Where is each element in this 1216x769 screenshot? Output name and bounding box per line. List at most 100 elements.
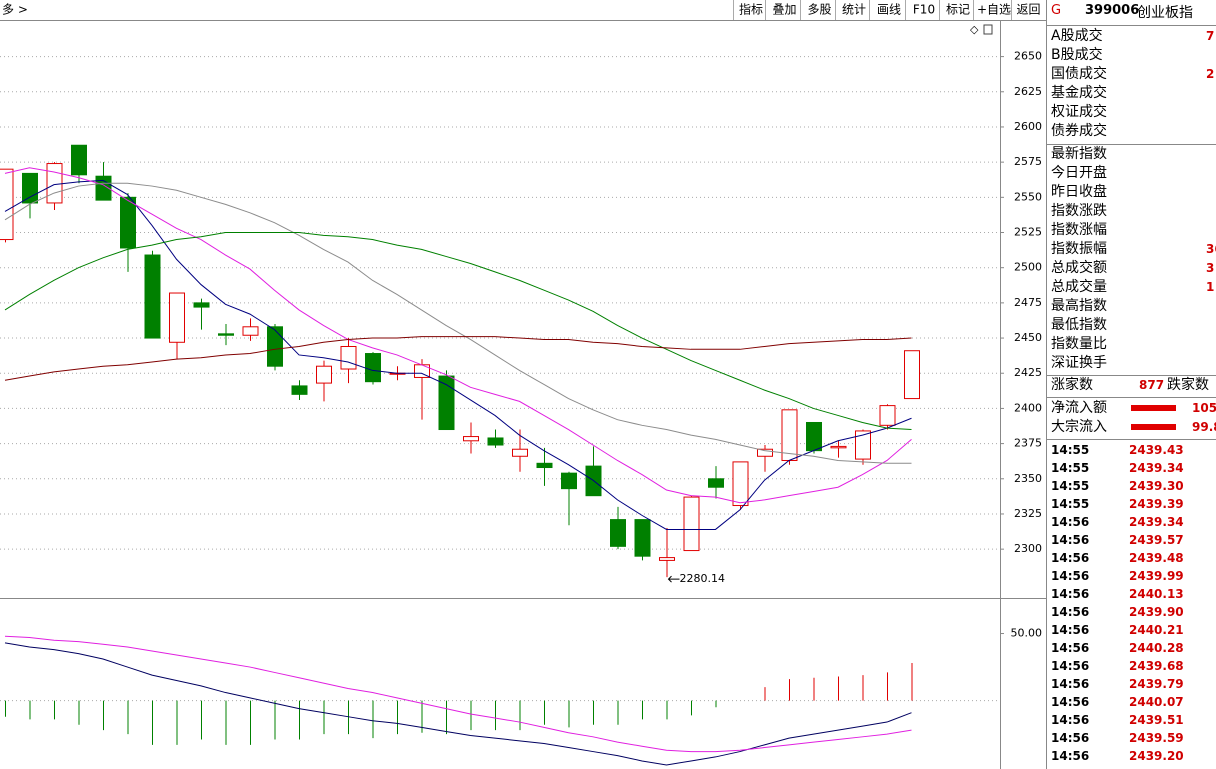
quote-row: 债券成交 [1051, 122, 1216, 141]
candle-body [267, 326, 283, 367]
quote-label: 深证换手 [1051, 355, 1107, 371]
quote-label: 指数振幅 [1051, 241, 1107, 257]
quote-row: 最低指数 [1051, 316, 1216, 335]
trade-price: 2440.21 [1129, 623, 1184, 637]
breadth-row: 涨家数 877 跌家数 [1051, 376, 1216, 395]
toolbar-button[interactable]: 叠加 [772, 3, 796, 17]
candle-body [855, 430, 871, 460]
quote-row: 指数振幅 36 [1051, 240, 1216, 259]
low-annotation: 2280.14 [680, 572, 726, 585]
quote-row: 今日开盘 [1051, 164, 1216, 183]
icon-diamond[interactable]: ◇ [970, 23, 979, 36]
candle-body [169, 292, 185, 343]
y-tick-label: 2575 [1014, 155, 1042, 168]
trade-time: 14:56 [1051, 659, 1090, 673]
quote-row: 指数量比 [1051, 335, 1216, 354]
trade-time: 14:56 [1051, 569, 1090, 583]
trade-price: 2439.99 [1129, 569, 1184, 583]
candle-body [193, 302, 210, 308]
y-tick-label: 2475 [1014, 296, 1042, 309]
candle-body [242, 326, 259, 336]
y-tick-label: 50.00 [1011, 627, 1043, 640]
toolbar-button[interactable]: F10 [913, 3, 935, 17]
candle-body [463, 436, 479, 442]
toolbar-button[interactable]: 标记 [946, 3, 970, 17]
y-tick-label: 2500 [1014, 261, 1042, 274]
trade-time: 14:56 [1051, 713, 1090, 727]
quote-label: 总成交量 [1051, 279, 1107, 295]
quote-label: 基金成交 [1051, 85, 1107, 101]
toolbar-button[interactable]: 指标 [739, 2, 763, 17]
nav-label[interactable]: 多 > [2, 3, 28, 17]
candle-body [0, 168, 14, 241]
trade-price: 2439.39 [1129, 497, 1184, 511]
y-tick-label: 2425 [1014, 366, 1042, 379]
trade-price: 2439.20 [1129, 749, 1184, 763]
quote-value: 2 [1206, 67, 1215, 81]
ma-line [4, 179, 912, 530]
toolbar-button[interactable]: 返回 [1016, 3, 1040, 17]
trade-time: 14:56 [1051, 515, 1090, 529]
separator [1047, 397, 1216, 398]
quote-value: 7 [1206, 29, 1215, 43]
ma-line [4, 232, 912, 431]
candle-body [904, 350, 920, 400]
flow-label: 大宗流入 [1051, 419, 1107, 435]
trade-time: 14:56 [1051, 749, 1090, 763]
flow-value: 99.8 [1192, 420, 1216, 434]
ma-line [4, 182, 912, 464]
trade-time: 14:56 [1051, 641, 1090, 655]
toolbar-button[interactable]: 画线 [877, 3, 901, 17]
ma-line [4, 167, 912, 504]
candle-body [438, 375, 455, 431]
quote-label: 总成交额 [1051, 260, 1107, 276]
candle-body [732, 461, 749, 507]
trade-price: 2439.34 [1129, 461, 1184, 475]
candle-body [830, 445, 847, 449]
candle-body [708, 478, 724, 488]
ma-line [4, 635, 912, 753]
candle-body [120, 196, 136, 249]
trade-time: 14:55 [1051, 461, 1090, 475]
icon-window[interactable] [983, 24, 993, 35]
quote-value: 3 [1206, 261, 1215, 275]
trade-price: 2439.43 [1129, 443, 1184, 457]
candle-body [683, 496, 700, 552]
quote-row: A股成交 7 [1051, 27, 1216, 46]
trade-price: 2439.59 [1129, 731, 1184, 745]
y-tick-label: 2375 [1014, 437, 1042, 450]
flow-bar [1131, 424, 1176, 430]
market-flag: G [1051, 3, 1062, 18]
trade-price: 2440.28 [1129, 641, 1184, 655]
ma-line [4, 642, 912, 766]
toolbar-button[interactable]: 统计 [842, 3, 866, 17]
trade-time: 14:56 [1051, 605, 1090, 619]
trade-time: 14:56 [1051, 695, 1090, 709]
toolbar-button[interactable]: 多股 [807, 3, 831, 17]
candle-body [659, 557, 675, 561]
trade-price: 2439.90 [1129, 605, 1184, 619]
candle-body [365, 353, 381, 383]
candle-body [512, 448, 528, 457]
quote-label: 最高指数 [1051, 298, 1107, 314]
y-tick-label: 2600 [1014, 120, 1042, 133]
flow-value: 105 [1192, 401, 1216, 415]
candle-body [561, 472, 577, 490]
toolbar-button[interactable]: +自选 [977, 3, 1011, 17]
y-tick-label: 2300 [1014, 542, 1042, 555]
stock-code: 399006 [1085, 3, 1140, 18]
candle-body [610, 519, 626, 547]
trade-time: 14:56 [1051, 533, 1090, 547]
quote-label: 指数量比 [1051, 336, 1107, 352]
trade-time: 14:56 [1051, 677, 1090, 691]
chart: 多 > ◇ 指标 叠加 多股 统计 画线 F10 标记 +自选 返回 2300 2325 2350 23… [0, 0, 1047, 769]
quote-label: 昨日收盘 [1051, 184, 1107, 200]
quote-panel: G 399006 创业板指 A股成交 7 B股成交 国债成交 2 基金成交 权证成交 债券成交 最新指… [1047, 0, 1216, 769]
quote-label: B股成交 [1051, 47, 1103, 63]
trade-price: 2440.07 [1129, 695, 1184, 709]
quote-row: 指数涨跌 [1051, 202, 1216, 221]
ma-line [4, 336, 912, 381]
quote-row: 国债成交 2 [1051, 65, 1216, 84]
quote-row: 深证换手 [1051, 354, 1216, 373]
low-arrow [667, 575, 680, 583]
